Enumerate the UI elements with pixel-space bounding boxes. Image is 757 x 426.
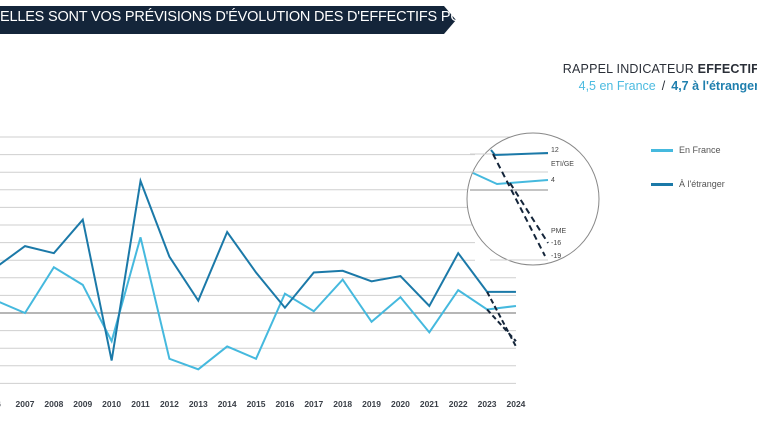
x-tick-label: 2007 xyxy=(16,399,35,409)
x-tick-label: 2008 xyxy=(44,399,63,409)
legend-swatch-etranger xyxy=(651,182,673,186)
title-banner xyxy=(0,6,456,34)
series-line-etranger xyxy=(0,177,516,361)
inset-line-etranger xyxy=(490,149,549,157)
series-line-france xyxy=(0,237,517,371)
x-tick-label: 2024 xyxy=(506,399,525,409)
x-tick-label: 2011 xyxy=(131,399,150,409)
x-tick-label: 06 xyxy=(0,399,1,409)
legend-item-france: En France xyxy=(651,145,721,155)
x-tick-label: 2022 xyxy=(449,399,468,409)
rappel-france: 4,5 en France xyxy=(578,79,656,93)
inset-label-pme-etranger: -19 xyxy=(551,253,561,260)
x-tick-label: 2013 xyxy=(189,399,208,409)
x-tick-label: 2012 xyxy=(160,399,179,409)
x-tick-label: 2010 xyxy=(102,399,121,409)
rappel-etranger: 4,7 à l'étranger xyxy=(671,79,757,93)
x-tick-label: 2009 xyxy=(73,399,92,409)
inset-label-pme-france: -16 xyxy=(551,240,561,247)
x-tick-label: 2015 xyxy=(247,399,266,409)
rappel-bold: EFFECTIF xyxy=(697,62,757,76)
inset-label-eti-label: ETI/GE xyxy=(551,161,574,168)
page-title: ELLES SONT VOS PRÉVISIONS D'ÉVOLUTION DE… xyxy=(0,9,529,25)
x-tick-label: 2023 xyxy=(478,399,497,409)
inset-label-pme-label: PME xyxy=(551,228,567,235)
forecast-dashed-line xyxy=(486,291,517,347)
x-tick-label: 2021 xyxy=(420,399,439,409)
legend-item-etranger: À l'étranger xyxy=(651,179,725,189)
rappel-separator: / xyxy=(661,79,666,93)
legend-label-france: En France xyxy=(679,145,721,155)
inset-line-france xyxy=(472,172,549,186)
legend-label-etranger: À l'étranger xyxy=(679,179,725,189)
x-tick-label: 2017 xyxy=(304,399,323,409)
x-tick-label: 2016 xyxy=(275,399,294,409)
x-tick-label: 2020 xyxy=(391,399,410,409)
rappel-indicateur: RAPPEL INDICATEUR EFFECTIF 4,5 en France… xyxy=(563,62,757,93)
x-tick-label: 2018 xyxy=(333,399,352,409)
inset-label-eti-etranger: 12 xyxy=(551,147,559,154)
x-tick-label: 2014 xyxy=(218,399,237,409)
rappel-prefix: RAPPEL INDICATEUR xyxy=(562,62,698,76)
inset-forecast-france xyxy=(509,182,549,244)
inset-label-eti-france: 4 xyxy=(551,177,555,184)
x-tick-label: 2019 xyxy=(362,399,381,409)
inset-forecast-etranger xyxy=(492,153,546,257)
legend-swatch-france xyxy=(651,148,673,152)
